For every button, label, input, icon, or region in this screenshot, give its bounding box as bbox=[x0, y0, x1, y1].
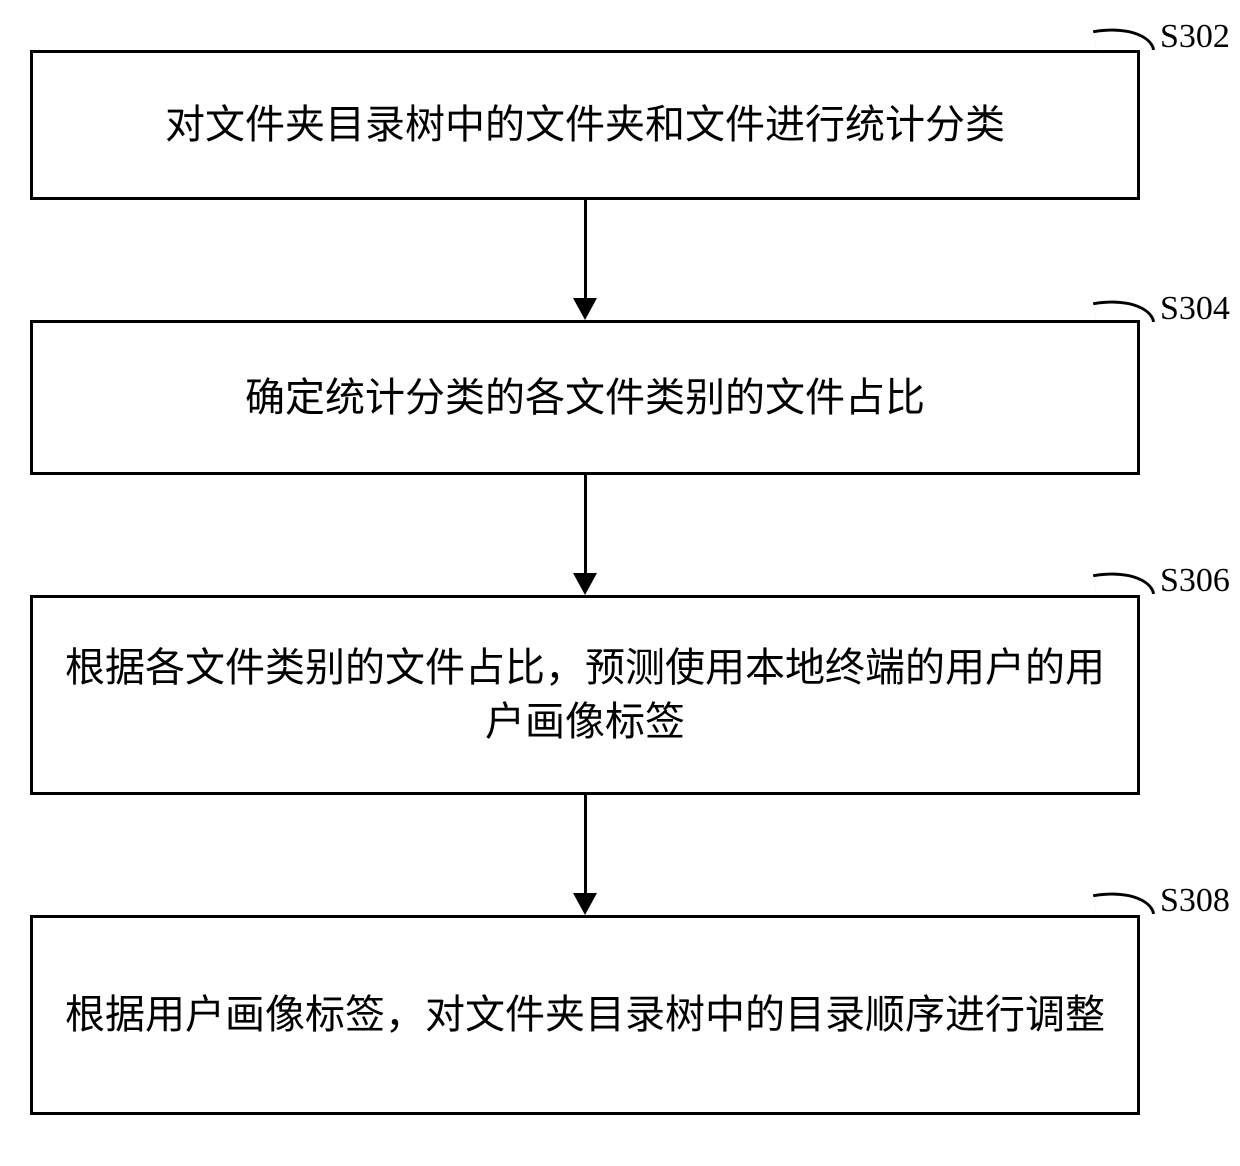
step-label-s308: S308 bbox=[1160, 882, 1230, 920]
step-box-s304: 确定统计分类的各文件类别的文件占比 bbox=[30, 320, 1140, 475]
step-box-s306: 根据各文件类别的文件占比，预测使用本地终端的用户的用户画像标签 bbox=[30, 595, 1140, 795]
step-box-s302: 对文件夹目录树中的文件夹和文件进行统计分类 bbox=[30, 50, 1140, 200]
step-text: 根据各文件类别的文件占比，预测使用本地终端的用户的用户画像标签 bbox=[53, 641, 1117, 749]
flowchart-canvas: 对文件夹目录树中的文件夹和文件进行统计分类 S302 确定统计分类的各文件类别的文件… bbox=[0, 0, 1240, 1166]
label-connector bbox=[1093, 20, 1155, 60]
arrow-line bbox=[584, 475, 587, 573]
step-box-s308: 根据用户画像标签，对文件夹目录树中的目录顺序进行调整 bbox=[30, 915, 1140, 1115]
label-connector bbox=[1093, 292, 1155, 332]
arrow-line bbox=[584, 795, 587, 893]
step-text: 确定统计分类的各文件类别的文件占比 bbox=[245, 371, 925, 425]
step-label-s306: S306 bbox=[1160, 562, 1230, 600]
arrow-head-icon bbox=[573, 893, 597, 915]
arrow-line bbox=[584, 200, 587, 298]
label-connector bbox=[1093, 564, 1155, 604]
arrow-head-icon bbox=[573, 573, 597, 595]
label-connector bbox=[1093, 884, 1155, 924]
step-text: 根据用户画像标签，对文件夹目录树中的目录顺序进行调整 bbox=[65, 988, 1105, 1042]
step-label-s304: S304 bbox=[1160, 290, 1230, 328]
step-label-s302: S302 bbox=[1160, 18, 1230, 56]
step-text: 对文件夹目录树中的文件夹和文件进行统计分类 bbox=[165, 98, 1005, 152]
arrow-head-icon bbox=[573, 298, 597, 320]
